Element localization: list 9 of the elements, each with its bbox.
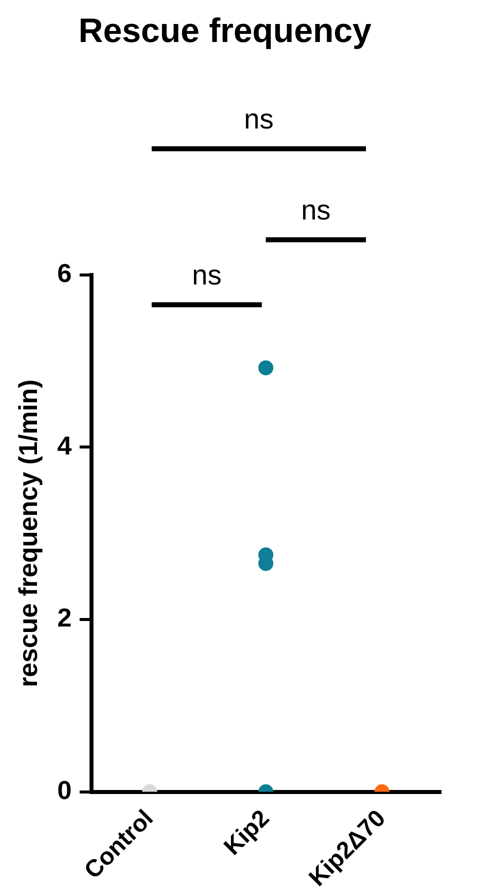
text: ns xyxy=(244,104,274,135)
y-tick-label: 2 xyxy=(57,602,72,633)
y-tick-label: 0 xyxy=(57,774,72,805)
y-tick-label: 6 xyxy=(57,258,72,288)
annotation: ns xyxy=(192,260,222,291)
y-tick-label: 4 xyxy=(57,430,72,460)
chart-title: Rescue frequency xyxy=(78,12,372,50)
text: ns xyxy=(301,194,331,226)
y-axis-title: rescue frequency (1/min) xyxy=(12,379,43,688)
